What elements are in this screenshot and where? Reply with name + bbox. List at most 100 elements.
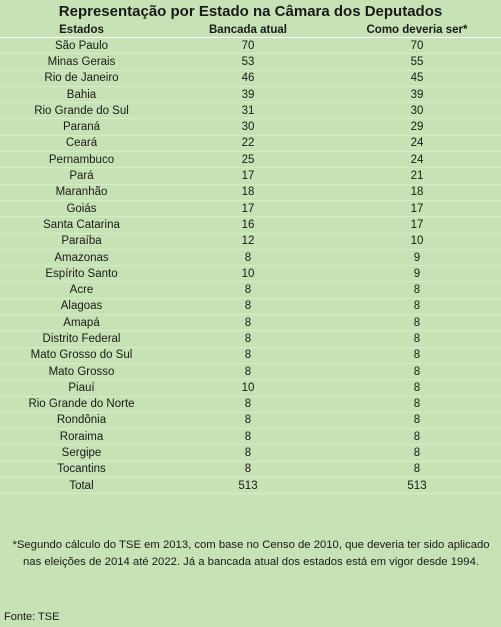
- current-seats-cell: 8: [244, 332, 252, 345]
- should-be-cell: 8: [413, 381, 421, 394]
- current-seats-cell: 16: [241, 218, 255, 231]
- state-cell: Acre: [69, 284, 94, 297]
- should-be-cell: 70: [410, 39, 424, 52]
- table-row: Piauí 10 8: [0, 380, 501, 397]
- current-seats-cell: 8: [244, 430, 252, 443]
- should-be-cell: 8: [413, 447, 421, 460]
- current-seats-cell: 8: [244, 349, 252, 362]
- current-seats-cell: 8: [244, 251, 252, 264]
- table-row: Amapá 8 8: [0, 315, 501, 332]
- should-be-cell: 513: [407, 479, 427, 492]
- state-cell: Santa Catarina: [43, 218, 120, 231]
- should-be-cell: 29: [410, 121, 424, 134]
- current-seats-cell: 8: [244, 300, 252, 313]
- should-be-cell: 8: [413, 284, 421, 297]
- footnote: *Segundo cálculo do TSE em 2013, com bas…: [12, 539, 490, 568]
- current-seats-cell: 10: [241, 267, 255, 280]
- table-row: Amazonas 8 9: [0, 250, 501, 267]
- table-row: Pará 17 21: [0, 168, 501, 185]
- table-row: Total 513 513: [0, 478, 501, 495]
- page-title: Representação por Estado na Câmara dos D…: [58, 3, 443, 20]
- should-be-cell: 9: [413, 251, 421, 264]
- should-be-cell: 30: [410, 104, 424, 117]
- table-row: Rondônia 8 8: [0, 413, 501, 430]
- should-be-cell: 24: [410, 153, 424, 166]
- should-be-cell: 9: [413, 267, 421, 280]
- state-cell: Rondônia: [56, 414, 107, 427]
- state-cell: Rio Grande do Norte: [28, 398, 135, 411]
- current-seats-cell: 513: [238, 479, 258, 492]
- should-be-cell: 21: [410, 170, 424, 183]
- should-be-cell: 17: [410, 202, 424, 215]
- table-row: Paraíba 12 10: [0, 234, 501, 250]
- table-row: Alagoas 8 8: [0, 299, 501, 316]
- should-be-cell: 8: [413, 398, 421, 411]
- table-row: Rio Grande do Norte 8 8: [0, 397, 501, 413]
- current-seats-cell: 39: [241, 88, 255, 101]
- current-seats-cell: 30: [241, 121, 255, 134]
- state-cell: Amazonas: [54, 251, 109, 264]
- should-be-cell: 8: [413, 430, 421, 443]
- current-seats-cell: 18: [241, 186, 255, 199]
- state-cell: Roraima: [59, 430, 104, 443]
- current-seats-cell: 8: [244, 463, 252, 476]
- table-body: São Paulo 70 70 Minas Gerais 53 55 Rio de Jane…: [0, 38, 501, 495]
- state-cell: Espírito Santo: [45, 267, 118, 280]
- state-cell: Pernambuco: [48, 153, 115, 166]
- current-seats-cell: 8: [244, 284, 252, 297]
- should-be-cell: 24: [410, 137, 424, 150]
- table-row: Paraná 30 29: [0, 119, 501, 136]
- should-be-cell: 8: [413, 316, 421, 329]
- state-cell: Maranhão: [55, 186, 108, 199]
- should-be-cell: 8: [413, 365, 421, 378]
- current-seats-cell: 46: [241, 72, 255, 85]
- table-row: Sergipe 8 8: [0, 445, 501, 462]
- should-be-cell: 17: [410, 218, 424, 231]
- state-cell: Ceará: [65, 137, 98, 150]
- table-row: Bahia 39 39: [0, 87, 501, 104]
- table-row: São Paulo 70 70: [0, 38, 501, 55]
- current-seats-cell: 25: [241, 153, 255, 166]
- table-row: Maranhão 18 18: [0, 185, 501, 201]
- table-row: Mato Grosso do Sul 8 8: [0, 348, 501, 364]
- table-row: Tocantins 8 8: [0, 462, 501, 479]
- table-row: Pernambuco 25 24: [0, 152, 501, 169]
- current-seats-cell: 10: [241, 381, 255, 394]
- state-cell: Rio Grande do Sul: [34, 104, 129, 117]
- state-cell: Alagoas: [60, 300, 103, 313]
- should-be-cell: 8: [413, 332, 421, 345]
- state-cell: Minas Gerais: [47, 55, 116, 68]
- current-seats-cell: 22: [241, 137, 255, 150]
- header-current-seats: Bancada atual: [209, 23, 287, 36]
- state-cell: Pará: [69, 170, 94, 183]
- current-seats-cell: 17: [241, 202, 255, 215]
- state-cell: Rio de Janeiro: [44, 72, 119, 85]
- should-be-cell: 55: [410, 55, 424, 68]
- should-be-cell: 8: [413, 349, 421, 362]
- table-row: Minas Gerais 53 55: [0, 54, 501, 71]
- current-seats-cell: 8: [244, 447, 252, 460]
- table-row: Rio Grande do Sul 31 30: [0, 103, 501, 120]
- state-cell: Mato Grosso: [48, 365, 115, 378]
- table-row: Ceará 22 24: [0, 136, 501, 153]
- state-cell: Goiás: [66, 202, 97, 215]
- header-states: Estados: [59, 23, 104, 36]
- state-cell: Sergipe: [61, 447, 102, 460]
- current-seats-cell: 8: [244, 398, 252, 411]
- should-be-cell: 18: [410, 186, 424, 199]
- table-row: Acre 8 8: [0, 282, 501, 299]
- table-row: Distrito Federal 8 8: [0, 331, 501, 348]
- current-seats-cell: 8: [244, 365, 252, 378]
- table-row: Espírito Santo 10 9: [0, 266, 501, 283]
- state-cell: Bahia: [66, 88, 97, 101]
- current-seats-cell: 12: [241, 235, 255, 248]
- state-cell: Total: [69, 479, 94, 492]
- representation-table: Estados Bancada atual Como deveria ser* …: [0, 22, 501, 495]
- table-row: Roraima 8 8: [0, 429, 501, 446]
- state-cell: Distrito Federal: [42, 332, 121, 345]
- table-row: Mato Grosso 8 8: [0, 364, 501, 381]
- should-be-cell: 8: [413, 414, 421, 427]
- should-be-cell: 8: [413, 300, 421, 313]
- should-be-cell: 39: [410, 88, 424, 101]
- state-cell: Paraná: [62, 121, 101, 134]
